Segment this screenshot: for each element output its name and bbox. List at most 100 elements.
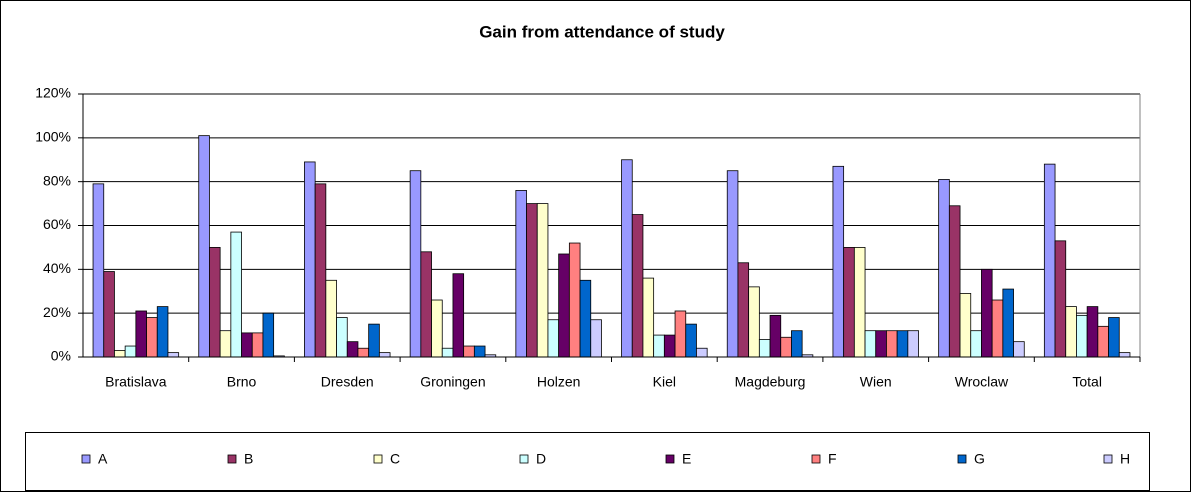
bar <box>875 330 887 358</box>
bar <box>1097 325 1109 358</box>
bar <box>198 135 210 358</box>
bar <box>241 332 253 358</box>
bar <box>452 273 465 358</box>
x-tick-label: Wroclaw <box>955 374 1009 390</box>
bar <box>991 299 1004 358</box>
bar <box>1065 306 1077 358</box>
x-tick-label: Kiel <box>653 374 676 390</box>
bar <box>526 203 538 358</box>
bar <box>346 341 359 358</box>
bar <box>336 317 348 358</box>
legend-swatch <box>373 454 383 464</box>
legend-label: D <box>536 451 546 467</box>
legend-swatch <box>1103 454 1113 464</box>
bar <box>219 330 232 358</box>
bar <box>409 170 422 358</box>
x-tick-label: Groningen <box>420 374 485 390</box>
bar <box>103 271 115 358</box>
y-tick-label: 40% <box>43 260 71 276</box>
bar <box>758 339 771 358</box>
bar <box>1108 317 1120 358</box>
y-tick-label: 80% <box>43 172 71 188</box>
bar <box>441 347 454 358</box>
legend-swatch <box>665 454 675 464</box>
legend-swatch <box>227 454 237 464</box>
bar <box>579 279 592 358</box>
bar <box>907 330 919 358</box>
bar <box>631 214 644 358</box>
y-tick-label: 0% <box>51 348 71 364</box>
bar <box>685 323 697 358</box>
x-tick-label: Bratislava <box>105 374 167 390</box>
bar <box>92 183 105 358</box>
bar <box>378 352 391 358</box>
bar <box>251 332 264 358</box>
bar <box>748 286 760 358</box>
legend-label: C <box>390 451 400 467</box>
legend-swatch <box>957 454 967 464</box>
bar <box>568 242 581 358</box>
bar <box>1002 288 1014 358</box>
bar <box>948 205 961 358</box>
bar <box>769 314 782 358</box>
bar <box>938 179 950 358</box>
y-tick-label: 120% <box>35 85 71 101</box>
bar <box>463 345 475 358</box>
bar <box>864 330 877 358</box>
bar <box>1013 341 1025 358</box>
bar <box>674 310 687 358</box>
y-tick-label: 20% <box>43 304 71 320</box>
legend-label: H <box>1120 451 1130 467</box>
chart-title: Gain from attendance of study <box>479 22 725 41</box>
bar <box>536 203 549 358</box>
y-tick-label: 60% <box>43 216 71 232</box>
bar <box>135 310 147 358</box>
legend-label: A <box>98 451 108 467</box>
legend-swatch <box>81 454 91 464</box>
y-tick-label: 100% <box>35 129 71 145</box>
bar <box>981 268 993 358</box>
bar <box>167 352 180 358</box>
bar <box>547 319 560 358</box>
bar <box>124 345 137 358</box>
bar <box>886 330 898 358</box>
legend-label: F <box>828 451 837 467</box>
bar <box>726 170 739 358</box>
bar <box>653 334 665 358</box>
bar <box>696 347 708 358</box>
legend-label: B <box>244 451 253 467</box>
bar <box>304 161 316 358</box>
bar <box>146 317 158 358</box>
bar <box>515 190 527 358</box>
bar <box>325 279 337 358</box>
bar <box>642 277 655 358</box>
bar <box>621 159 633 358</box>
bar <box>114 350 126 358</box>
bar <box>1043 163 1056 358</box>
bar <box>780 336 792 358</box>
legend-swatch <box>811 454 821 464</box>
x-tick-label: Total <box>1072 374 1102 390</box>
bar <box>230 231 242 358</box>
legend-label: E <box>682 451 691 467</box>
bar <box>431 299 443 358</box>
bar <box>737 262 750 358</box>
bar <box>1086 306 1099 358</box>
bar <box>1054 240 1067 358</box>
x-tick-label: Holzen <box>537 374 581 390</box>
x-tick-label: Dresden <box>321 374 374 390</box>
bar <box>590 319 602 358</box>
bar <box>1076 314 1088 358</box>
bar <box>832 165 845 358</box>
bar <box>843 247 855 358</box>
bar <box>209 247 221 358</box>
bar <box>959 293 972 358</box>
bar <box>473 345 486 358</box>
legend-label: G <box>974 451 985 467</box>
legend-swatch <box>519 454 529 464</box>
bar <box>970 330 982 358</box>
x-tick-label: Wien <box>860 374 892 390</box>
bar <box>896 330 909 358</box>
